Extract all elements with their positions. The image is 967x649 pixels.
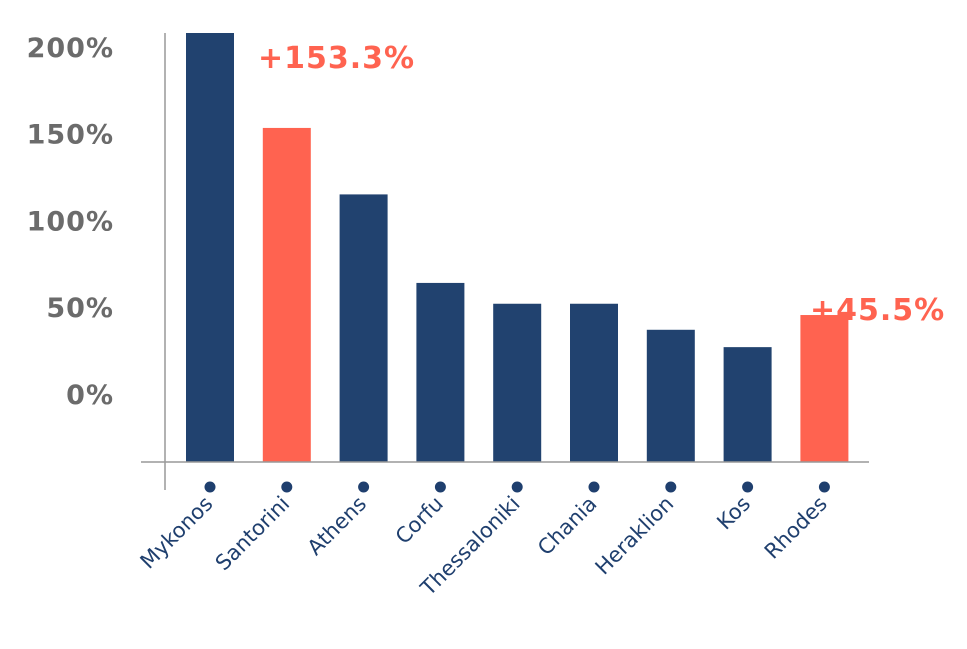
bar-corfu (416, 282, 465, 462)
x-tick-label: Heraklion (591, 492, 679, 580)
y-tick-label: 200% (27, 33, 114, 64)
bar-thessaloniki (493, 303, 542, 462)
bar-rhodes (800, 315, 849, 462)
bar-chania (570, 303, 618, 462)
y-tick-label: 50% (46, 293, 114, 324)
bar-kos (723, 347, 772, 462)
category-marker (434, 481, 446, 493)
annotations: +153.3% +45.5% (258, 41, 945, 328)
y-tick-label: 150% (27, 120, 114, 151)
x-tick-label: Chania (533, 492, 601, 560)
bar-athens (339, 194, 388, 462)
category-marker (665, 481, 677, 493)
bar-heraklion (646, 329, 695, 462)
y-axis-ticks: 200% 150% 100% 50% 0% (27, 33, 114, 411)
x-tick-label: Athens (303, 492, 371, 560)
annotation-label: +153.3% (258, 41, 415, 76)
bar-santorini (262, 127, 311, 462)
y-tick-label: 0% (66, 380, 114, 411)
annotation-label: +45.5% (810, 293, 945, 328)
x-tick-label: Corfu (391, 492, 448, 549)
category-marker (588, 481, 600, 493)
category-marker (742, 481, 754, 493)
x-tick-label: Mykonos (136, 492, 218, 574)
y-tick-label: 100% (27, 206, 114, 237)
x-tick-label: Santorini (211, 492, 295, 576)
bars (186, 33, 849, 462)
category-marker (511, 481, 523, 493)
x-tick-label: Kos (712, 492, 755, 535)
category-markers (204, 481, 830, 493)
category-marker (204, 481, 216, 493)
x-tick-label: Rhodes (760, 492, 832, 564)
category-marker (818, 481, 830, 493)
category-marker (358, 481, 370, 493)
bar-mykonos (186, 33, 234, 462)
category-marker (281, 481, 293, 493)
